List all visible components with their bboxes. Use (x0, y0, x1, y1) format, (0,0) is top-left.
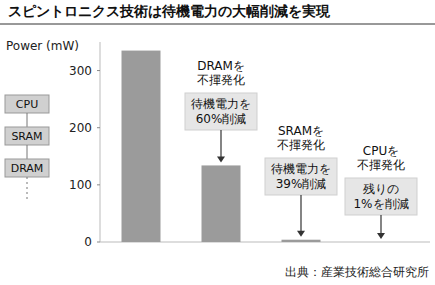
annotation-note: 残りの1%を削減 (353, 182, 408, 211)
text-line: 待機電力を (271, 162, 331, 176)
bar (282, 240, 321, 242)
annotation-note: 待機電力を39%削減 (271, 162, 331, 191)
text-line: SRAMを (278, 124, 324, 138)
annotation-note: 待機電力を60%削減 (191, 97, 251, 126)
y-tick-label: 100 (69, 178, 92, 192)
stack-box (5, 159, 49, 177)
text-line: 不揮発化 (277, 138, 325, 152)
y-tick (97, 127, 100, 128)
y-tick-label: 300 (69, 64, 92, 78)
arrow-head (217, 156, 225, 162)
y-tick-label: 200 (69, 121, 92, 135)
annotation-arrow (300, 195, 301, 232)
stack-label: CPU (16, 98, 38, 111)
annotation-heading: SRAMを不揮発化 (277, 124, 325, 152)
y-axis-line (100, 42, 101, 242)
text-line: 不揮発化 (197, 73, 245, 87)
y-axis-label: Power (mW) (6, 39, 79, 53)
title-rule (0, 24, 435, 25)
y-tick-label: 0 (84, 235, 92, 249)
title: スピントロニクス技術は待機電力の大幅削減を実現 (8, 3, 331, 19)
stack-box (5, 95, 49, 113)
chart-svg: スピントロニクス技術は待機電力の大幅削減を実現 Power (mW) 0 100 200… (0, 0, 435, 285)
annotation-box (265, 158, 337, 195)
annotation-heading: DRAMを不揮発化 (197, 59, 245, 87)
bar (202, 165, 241, 242)
annotation-box (185, 93, 257, 130)
arrow-head (377, 233, 385, 239)
text-line: 39%削減 (276, 177, 327, 191)
y-tick (97, 242, 100, 243)
stack-connector (27, 145, 28, 159)
text-line: 1%を削減 (353, 197, 408, 211)
text-line: 残りの (363, 182, 399, 196)
text-line: 待機電力を (191, 97, 251, 111)
text-line: 60%削減 (196, 112, 247, 126)
stack-continuation (27, 177, 28, 199)
text-line: DRAMを (197, 59, 245, 73)
bar (362, 242, 401, 243)
y-tick (97, 70, 100, 71)
stack-label: SRAM (11, 130, 42, 143)
stack-connector (27, 113, 28, 127)
chart-root: スピントロニクス技術は待機電力の大幅削減を実現 Power (mW) 0 100 200… (0, 0, 435, 285)
text-line: 不揮発化 (357, 158, 405, 172)
text-line: CPUを (363, 144, 399, 158)
bar (122, 51, 161, 242)
arrow-head (297, 231, 305, 237)
stack-box (5, 127, 49, 145)
annotation-arrow (220, 130, 221, 157)
annotation-arrow (380, 215, 381, 234)
annotation-box (345, 178, 417, 215)
annotation-heading: CPUを不揮発化 (357, 144, 405, 172)
source: 出典：産業技術総合研究所 (285, 265, 429, 279)
stack-label: DRAM (11, 162, 44, 175)
y-tick (97, 184, 100, 185)
